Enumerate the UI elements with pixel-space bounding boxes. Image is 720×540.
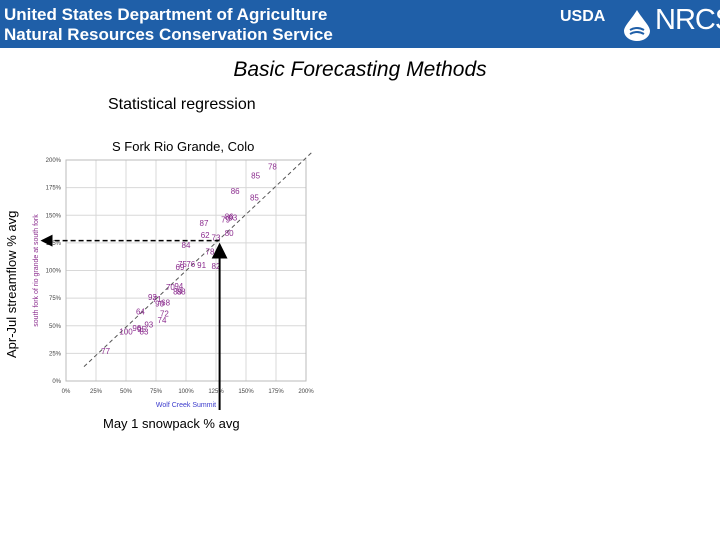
usda-logo-text: USDA [560, 8, 606, 25]
chart-axes: 0% 25% 50% 75% 100% 125% 150% 175% 200% 0% 25% 50% 7… [46, 158, 315, 395]
chart-title: S Fork Rio Grande, Colo [112, 139, 255, 154]
banner-line-2: Natural Resources Conservation Service [4, 25, 333, 44]
nrcs-logo: NRCS [655, 4, 720, 36]
data-point: 88 [177, 287, 186, 296]
data-point: 91 [197, 261, 206, 270]
data-point: 84 [182, 241, 191, 250]
data-point: 69 [176, 263, 185, 272]
data-point: 74 [158, 316, 167, 325]
data-point: 83 [140, 327, 149, 336]
data-point: 94 [174, 282, 183, 291]
data-point: 86 [225, 212, 234, 221]
data-point: 78 [268, 163, 277, 172]
data-point: 75 [178, 260, 187, 269]
data-point: 73 [212, 233, 221, 242]
y-tick-label: 125% [46, 241, 62, 247]
usda-logo: USDA [560, 8, 605, 26]
data-point: 79 [221, 216, 230, 225]
x-tick-label: 200% [298, 389, 314, 395]
chart-x-axis-label: Wolf Creek Summit [156, 402, 216, 409]
data-point: 77 [101, 347, 110, 356]
x-tick-label: 150% [238, 389, 254, 395]
data-point: 90 [155, 300, 164, 309]
data-point: 71 [153, 295, 162, 304]
data-point: 93 [228, 213, 237, 222]
nrcs-drop-icon [624, 10, 650, 41]
data-point: 76 [186, 260, 195, 269]
data-point: 68 [161, 299, 170, 308]
plot-frame [65, 159, 307, 382]
data-point: 96 [132, 324, 141, 333]
x-tick-label: 125% [208, 389, 224, 395]
y-tick-label: 25% [49, 351, 62, 357]
data-point: 93 [144, 321, 153, 330]
data-point: 95 [137, 325, 146, 334]
y-tick-label: 50% [49, 324, 62, 330]
trendline [83, 151, 313, 367]
y-tick-label: 200% [46, 158, 62, 164]
x-tick-label: 100% [178, 389, 194, 395]
x-tick-label: 75% [150, 389, 163, 395]
agency-banner: United States Department of Agriculture … [0, 0, 720, 48]
banner-line-1: United States Department of Agriculture [4, 5, 328, 24]
data-point: 92 [148, 293, 157, 302]
data-point: 86 [231, 187, 240, 196]
data-point: 80 [225, 229, 234, 238]
slide-title: Basic Forecasting Methods [233, 58, 487, 81]
x-axis-outer-label: May 1 snowpack % avg [103, 416, 240, 431]
data-point: 85 [250, 194, 259, 203]
data-point: 89 [173, 287, 182, 296]
x-tick-label: 50% [120, 389, 133, 395]
x-tick-label: 175% [268, 389, 284, 395]
data-point: 100 [119, 327, 133, 336]
y-tick-label: 175% [46, 186, 62, 192]
x-tick-label: 0% [62, 389, 71, 395]
y-tick-label: 0% [52, 379, 61, 385]
data-point: 78 [206, 248, 215, 257]
slide-subtitle: Statistical regression [108, 96, 256, 113]
chart-y-axis-label: south fork of rio grande at south fork [33, 214, 40, 327]
x-tick-label: 25% [90, 389, 103, 395]
forecast-arrows [40, 234, 228, 410]
data-point: 85 [251, 171, 260, 180]
data-point: 70 [166, 283, 175, 292]
y-tick-label: 75% [49, 296, 62, 302]
data-point: 64 [136, 307, 145, 316]
data-point: 62 [201, 231, 210, 240]
trendline-dashed [83, 151, 313, 367]
data-point: 72 [160, 310, 169, 319]
y-tick-label: 100% [46, 269, 62, 275]
data-point: 87 [200, 219, 209, 228]
data-point: 82 [212, 262, 221, 271]
y-tick-label: 150% [46, 213, 62, 219]
